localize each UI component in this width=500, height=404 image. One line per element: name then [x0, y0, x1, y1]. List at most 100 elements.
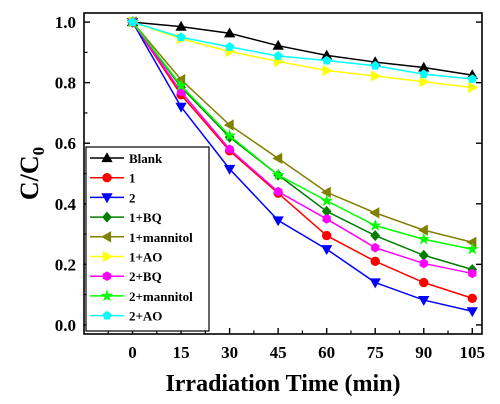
data-point: [127, 17, 138, 26]
legend-label: 2+mannitol: [129, 289, 193, 304]
legend-label: 2+AO: [129, 309, 162, 324]
legend: Blank 1 2 1+BQ 1+mannitol 1+AO 2+BQ 2+mannitol 2…: [85, 146, 210, 332]
data-point: [223, 164, 236, 175]
series-line: [131, 21, 473, 250]
y-tick-label: 0.2: [55, 255, 76, 274]
data-point: [467, 293, 477, 303]
data-point: [465, 242, 479, 255]
data-point: [322, 214, 331, 224]
series-line: [131, 21, 473, 243]
data-point: [223, 119, 234, 131]
y-tick-label: 0.6: [55, 134, 76, 153]
x-tick-label: 30: [221, 343, 238, 362]
series-line: [131, 21, 473, 275]
legend-marker: [102, 271, 112, 281]
y-tick-label: 0.0: [55, 316, 76, 335]
data-point: [322, 64, 333, 77]
data-point: [468, 81, 479, 94]
data-point: [369, 207, 380, 219]
data-point: [468, 268, 477, 279]
data-point: [175, 20, 187, 31]
data-point: [322, 55, 332, 65]
legend-marker: [102, 310, 112, 320]
data-point: [223, 129, 236, 142]
data-point: [419, 76, 430, 88]
x-axis-label: Irradiation Time (min): [165, 371, 400, 397]
legend-item: 1: [90, 171, 136, 186]
data-point: [272, 152, 283, 165]
y-tick-label: 0.8: [55, 74, 76, 93]
legend-item: 1+mannitol: [90, 230, 193, 245]
legend-item: 2: [90, 190, 136, 205]
legend-marker: [102, 211, 112, 223]
series-group: [126, 15, 479, 318]
legend-item: 2+BQ: [90, 269, 162, 284]
x-tick-label: 0: [128, 343, 137, 362]
legend-label: 1+AO: [129, 250, 162, 265]
data-point: [419, 277, 429, 288]
x-tick-label: 90: [415, 343, 432, 362]
legend-label: Blank: [129, 151, 163, 166]
data-point: [174, 79, 188, 92]
data-point: [419, 69, 429, 79]
x-tick-label: 45: [270, 343, 287, 362]
series-line: [132, 21, 473, 80]
legend-label: 1+BQ: [129, 210, 162, 225]
legend-item: 1+AO: [90, 250, 162, 265]
y-axis-label: C/C0: [15, 147, 48, 200]
series-line: [131, 21, 473, 271]
data-point: [320, 194, 333, 207]
data-point: [274, 186, 283, 197]
legend-item: 2+AO: [90, 309, 162, 324]
series-blank: [126, 16, 478, 80]
x-tick-label: 60: [318, 343, 335, 362]
series-1-mannitol: [126, 16, 477, 248]
legend-label: 1+mannitol: [129, 230, 193, 245]
legend-marker: [101, 231, 112, 243]
data-point: [419, 258, 428, 269]
y-tick-label: 1.0: [55, 13, 76, 32]
y-tick-label: 0.4: [55, 195, 77, 214]
legend-marker: [100, 289, 114, 302]
legend-label: 1: [129, 171, 136, 186]
series-line: [131, 21, 473, 313]
series-2-bq: [128, 17, 477, 279]
data-point: [417, 224, 428, 236]
x-tick-label: 105: [460, 343, 486, 362]
data-point: [320, 186, 331, 198]
data-point: [466, 307, 478, 318]
legend-item: 2+mannitol: [90, 289, 193, 304]
legend-marker: [102, 250, 113, 263]
legend-marker: [101, 193, 113, 204]
series-line: [131, 21, 473, 299]
data-point: [321, 230, 332, 241]
data-point: [371, 242, 380, 253]
legend-marker: [102, 173, 112, 183]
series-2-ao: [127, 17, 477, 83]
x-tick-label: 15: [173, 343, 190, 362]
series-line: [132, 21, 473, 76]
data-point: [272, 39, 284, 50]
x-tick-label: 75: [367, 343, 384, 362]
series-line: [132, 21, 473, 89]
data-point: [467, 74, 477, 83]
data-point: [273, 51, 283, 60]
data-point: [417, 232, 431, 245]
data-point: [175, 102, 187, 113]
legend-label: 2+BQ: [129, 269, 162, 284]
legend-marker: [101, 152, 113, 163]
data-point: [321, 245, 333, 256]
legend-item: Blank: [90, 151, 163, 166]
data-point: [418, 249, 429, 261]
data-point: [370, 256, 380, 267]
data-point: [370, 230, 381, 242]
data-point: [368, 218, 382, 231]
data-point: [272, 216, 284, 227]
legend-label: 2: [129, 190, 136, 205]
data-point: [370, 60, 380, 70]
data-point: [225, 144, 234, 155]
legend-item: 1+BQ: [90, 210, 162, 225]
data-point: [176, 32, 186, 42]
